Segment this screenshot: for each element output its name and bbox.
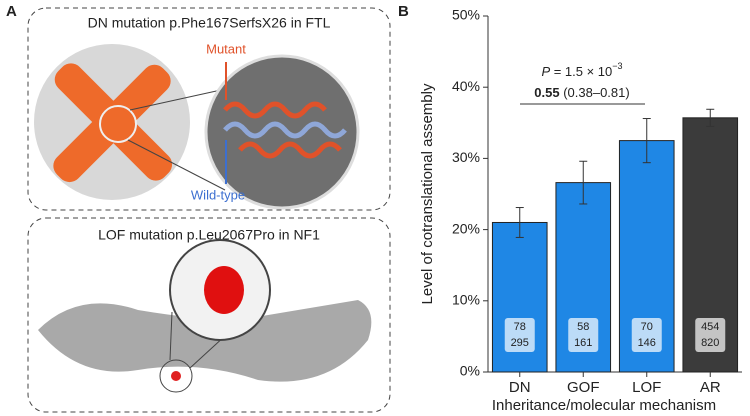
y-tick-label: 20% xyxy=(452,220,480,236)
panel-b: B Level of cotranslational assembly Inhe… xyxy=(398,3,742,414)
protein-highlight xyxy=(53,63,173,183)
count-numerator: 454 xyxy=(701,321,719,333)
count-box xyxy=(631,318,662,352)
zoom-marker xyxy=(99,105,137,143)
y-axis-title: Level of cotranslational assembly xyxy=(419,83,436,304)
count-denominator: 820 xyxy=(701,337,719,349)
panel-label: A xyxy=(6,3,17,20)
count-box xyxy=(695,318,726,352)
mutation-site xyxy=(171,371,181,381)
count-numerator: 70 xyxy=(641,321,653,333)
mutation-highlight xyxy=(204,266,244,314)
count-denominator: 161 xyxy=(574,337,592,349)
count-numerator: 78 xyxy=(514,321,526,333)
count-box xyxy=(568,318,599,352)
y-tick-label: 50% xyxy=(452,7,480,23)
x-tick-label: GOF xyxy=(567,379,600,396)
mutant-label: Mutant xyxy=(206,41,246,56)
zoom-image xyxy=(204,54,360,210)
zoom-line xyxy=(129,87,231,111)
odds-ratio: 0.55 (0.38–0.81) xyxy=(534,85,629,100)
x-tick-label: LOF xyxy=(632,379,661,396)
zoom-line xyxy=(169,311,173,361)
y-tick-label: 0% xyxy=(460,363,480,379)
panel-box xyxy=(27,217,391,413)
helices xyxy=(223,101,347,159)
panel-label: B xyxy=(398,3,409,20)
x-axis-title: Inheritance/molecular mechanism xyxy=(492,397,716,414)
x-tick-label: DN xyxy=(509,379,531,396)
panel-a: A DN mutation p.Phe167SerfsX26 in FTL Mu… xyxy=(6,3,391,413)
wild-type-label: Wild-type xyxy=(191,187,245,202)
p-value: P = 1.5 × 10−3 xyxy=(541,61,622,79)
zoom-marker xyxy=(159,359,193,393)
count-numerator: 58 xyxy=(577,321,589,333)
count-box xyxy=(504,318,535,352)
protein-image xyxy=(38,300,372,382)
y-tick-label: 10% xyxy=(452,292,480,308)
count-denominator: 295 xyxy=(511,337,529,349)
panel-box xyxy=(27,7,391,211)
count-denominator: 146 xyxy=(638,337,656,349)
box-title: LOF mutation p.Leu2067Pro in NF1 xyxy=(98,227,320,243)
y-tick-label: 30% xyxy=(452,149,480,165)
box-title: DN mutation p.Phe167SerfsX26 in FTL xyxy=(88,15,331,31)
y-tick-label: 40% xyxy=(452,78,480,94)
zoom-line xyxy=(127,139,226,191)
x-tick-label: AR xyxy=(700,379,721,396)
